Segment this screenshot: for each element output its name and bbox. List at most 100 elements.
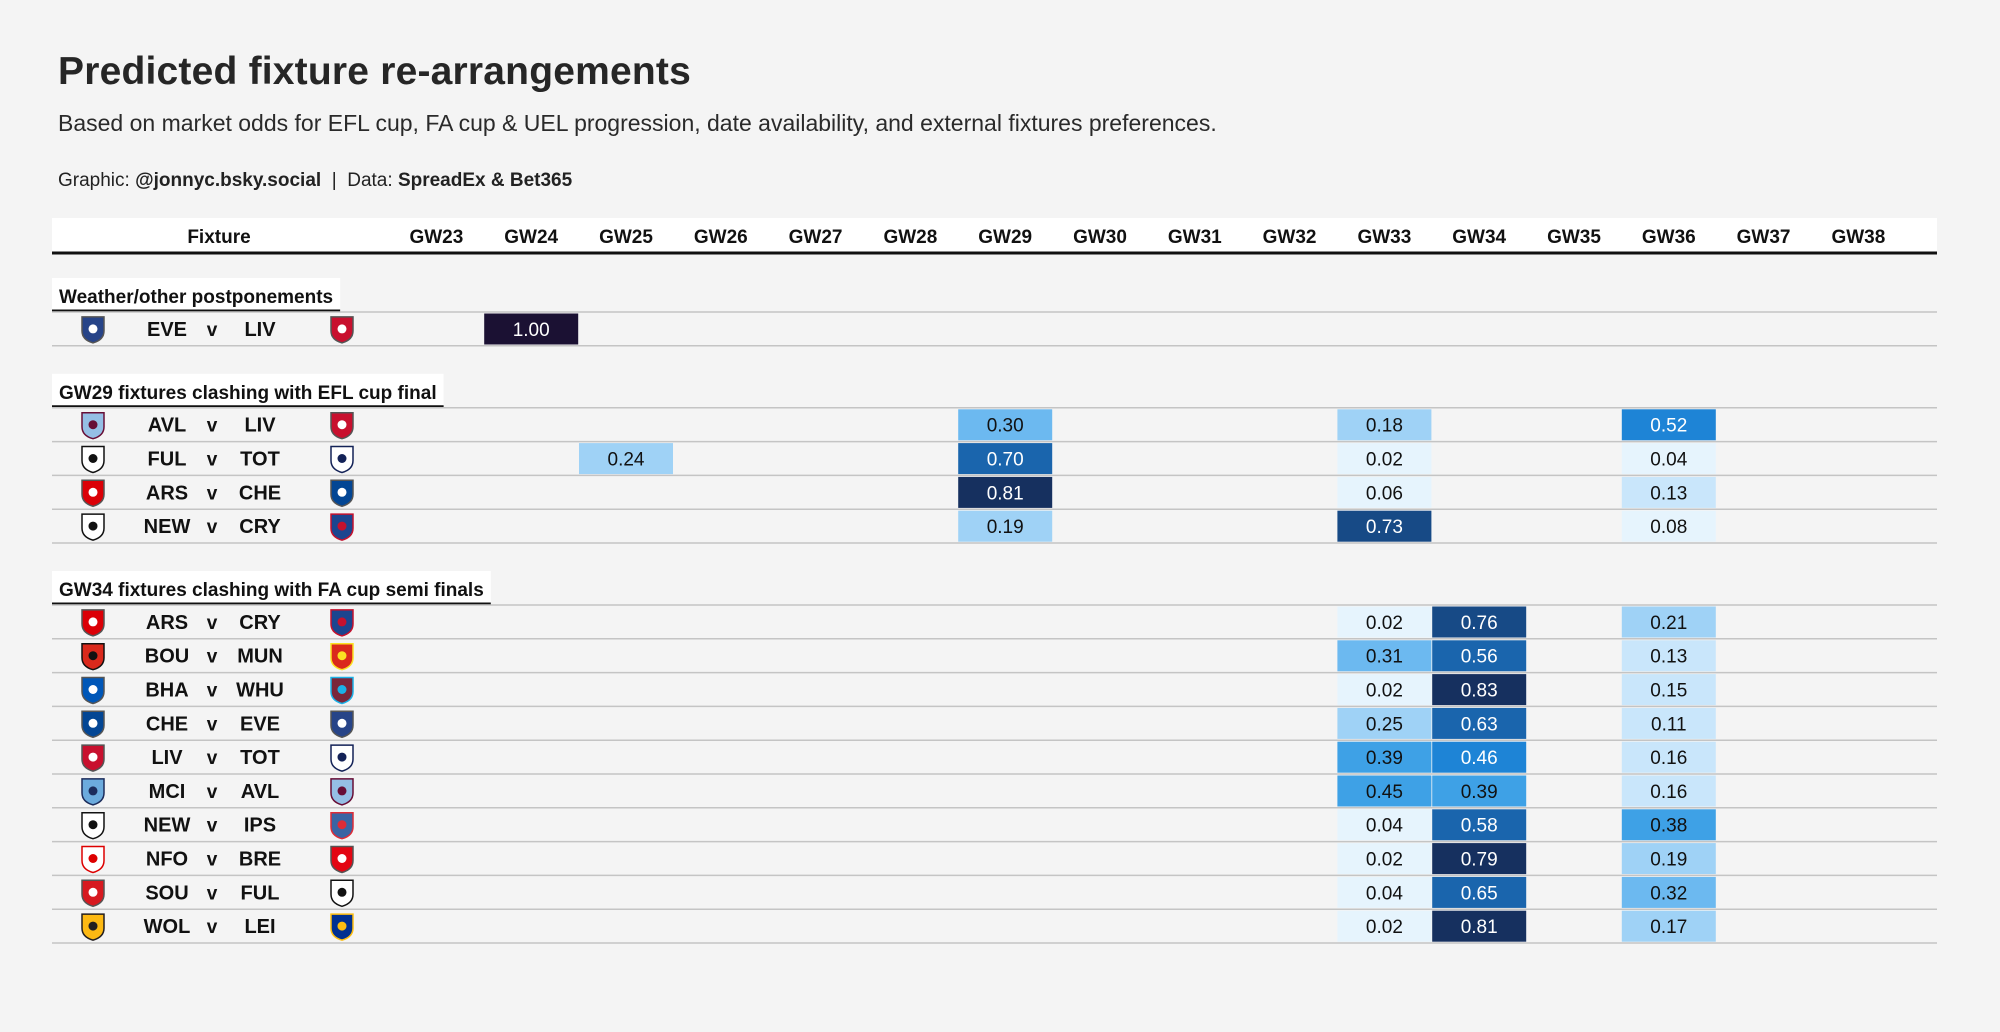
west-ham-crest-icon — [330, 676, 354, 705]
heat-cell-value: 0.79 — [1461, 850, 1498, 871]
away-team: EVE — [240, 713, 280, 735]
home-team: BHA — [145, 680, 188, 702]
column-header-gw29: GW29 — [978, 227, 1032, 248]
column-header-gw28: GW28 — [883, 227, 937, 248]
column-header-gw26: GW26 — [694, 227, 748, 248]
heat-cell-value: 0.81 — [1461, 917, 1498, 938]
heat-cell-gw36 — [1621, 476, 1716, 508]
heat-cell-gw34 — [1432, 809, 1527, 841]
home-team: FUL — [148, 449, 187, 471]
newcastle-crest-icon — [81, 811, 105, 840]
section-title-box — [52, 571, 491, 603]
section-1: Weather/other postponements 1.00 EVE v LIV — [52, 278, 1937, 347]
page-subtitle: Based on market odds for EFL cup, FA cup… — [58, 110, 1217, 136]
heat-cell-value: 0.04 — [1366, 816, 1403, 837]
home-team: ARS — [146, 482, 188, 504]
section-2: GW29 fixtures clashing with EFL cup fina… — [52, 373, 1937, 544]
heat-cell-gw29 — [958, 409, 1053, 441]
southampton-crest-icon — [81, 879, 105, 908]
versus-label: v — [207, 816, 218, 837]
heat-cell-value: 0.21 — [1650, 613, 1687, 634]
liverpool-crest-icon — [330, 316, 354, 344]
versus-label: v — [207, 850, 218, 871]
table-row: 0.81 0.06 0.13 ARS v CHE — [81, 476, 1716, 508]
leicester-crest-icon — [330, 913, 354, 941]
table-row: 0.19 0.73 0.08 NEW v CRY — [81, 510, 1716, 542]
heat-cell-value: 0.39 — [1461, 782, 1498, 803]
heat-cell-gw36 — [1621, 409, 1716, 441]
arsenal-crest-icon — [81, 609, 105, 637]
heat-cell-gw33 — [1337, 741, 1432, 773]
heat-cell-gw36 — [1621, 775, 1716, 807]
table-row: 0.31 0.56 0.13 BOU v MUN — [81, 640, 1716, 672]
heat-cell-value: 0.11 — [1651, 714, 1687, 735]
versus-label: v — [207, 917, 218, 938]
heat-cell-value: 0.63 — [1461, 714, 1498, 735]
heat-cell-gw36 — [1621, 809, 1716, 841]
heat-cell-value: 0.31 — [1366, 647, 1403, 668]
heat-cell-gw36 — [1621, 707, 1716, 739]
column-header-gw32: GW32 — [1263, 227, 1317, 248]
heat-cell-gw25 — [579, 443, 673, 475]
credits: Graphic: @jonnyc.bsky.social | Data: Spr… — [58, 170, 572, 192]
versus-label: v — [207, 416, 218, 437]
everton-crest-icon — [330, 710, 354, 739]
table-row: 0.30 0.18 0.52 AVL v LIV — [81, 409, 1716, 441]
everton-crest-icon — [81, 316, 105, 344]
heat-cell-gw33 — [1337, 510, 1432, 542]
heat-cell-value: 0.76 — [1461, 613, 1498, 634]
heat-cell-value: 0.13 — [1650, 483, 1687, 504]
table-row: 0.02 0.79 0.19 NFO v BRE — [81, 843, 1716, 875]
ipswich-crest-icon — [330, 811, 354, 840]
heat-cell-gw33 — [1337, 843, 1432, 875]
home-team: MCI — [149, 781, 186, 803]
wolves-crest-icon — [81, 913, 105, 941]
heat-cell-value: 0.04 — [1366, 883, 1403, 904]
brighton-crest-icon — [81, 676, 105, 705]
versus-label: v — [207, 483, 218, 504]
heat-cell-value: 0.18 — [1366, 416, 1403, 437]
column-header-gw38: GW38 — [1831, 227, 1885, 248]
table-row: 0.04 0.65 0.32 SOU v FUL — [81, 876, 1716, 908]
table-row: 0.24 0.70 0.02 0.04 FUL v TOT — [81, 443, 1716, 475]
heat-cell-gw24 — [484, 313, 579, 345]
heat-cell-value: 1.00 — [513, 320, 550, 341]
liverpool-crest-icon — [330, 411, 354, 440]
versus-label: v — [207, 748, 218, 769]
fulham-crest-icon — [330, 879, 354, 908]
tottenham-crest-icon — [330, 744, 354, 772]
liverpool-crest-icon — [81, 744, 105, 772]
heat-cell-value: 0.58 — [1461, 816, 1498, 837]
heat-cell-value: 0.04 — [1650, 450, 1687, 471]
heat-cell-value: 0.19 — [1650, 850, 1687, 871]
away-team: IPS — [244, 815, 276, 837]
column-header-gw36: GW36 — [1642, 227, 1696, 248]
column-header-gw31: GW31 — [1168, 227, 1222, 248]
table-row: 0.04 0.58 0.38 NEW v IPS — [81, 809, 1716, 841]
heat-cell-value: 0.45 — [1366, 782, 1403, 803]
home-team: CHE — [146, 713, 188, 735]
bournemouth-crest-icon — [81, 642, 105, 671]
versus-label: v — [207, 883, 218, 904]
heat-cell-gw29 — [958, 510, 1053, 542]
heat-cell-value: 0.16 — [1650, 782, 1687, 803]
away-team: MUN — [237, 646, 283, 668]
versus-label: v — [207, 714, 218, 735]
fixture-column-header: Fixture — [187, 227, 250, 248]
column-header-gw34: GW34 — [1452, 227, 1506, 248]
home-team: NFO — [146, 849, 188, 871]
versus-label: v — [207, 647, 218, 668]
heat-cell-value: 0.56 — [1461, 647, 1498, 668]
tottenham-crest-icon — [330, 445, 354, 474]
credit-graphic-handle[interactable]: @jonnyc.bsky.social — [135, 170, 322, 191]
table-row: 0.02 0.83 0.15 BHA v WHU — [81, 674, 1716, 706]
section-title: GW29 fixtures clashing with EFL cup fina… — [59, 383, 437, 404]
heat-cell-value: 0.02 — [1366, 681, 1403, 702]
heat-cell-gw36 — [1621, 843, 1716, 875]
column-header-gw33: GW33 — [1357, 227, 1411, 248]
home-team: NEW — [144, 516, 191, 538]
section-title-box — [52, 373, 444, 406]
heat-cell-value: 0.32 — [1650, 883, 1687, 904]
heat-cell-gw36 — [1621, 510, 1716, 542]
